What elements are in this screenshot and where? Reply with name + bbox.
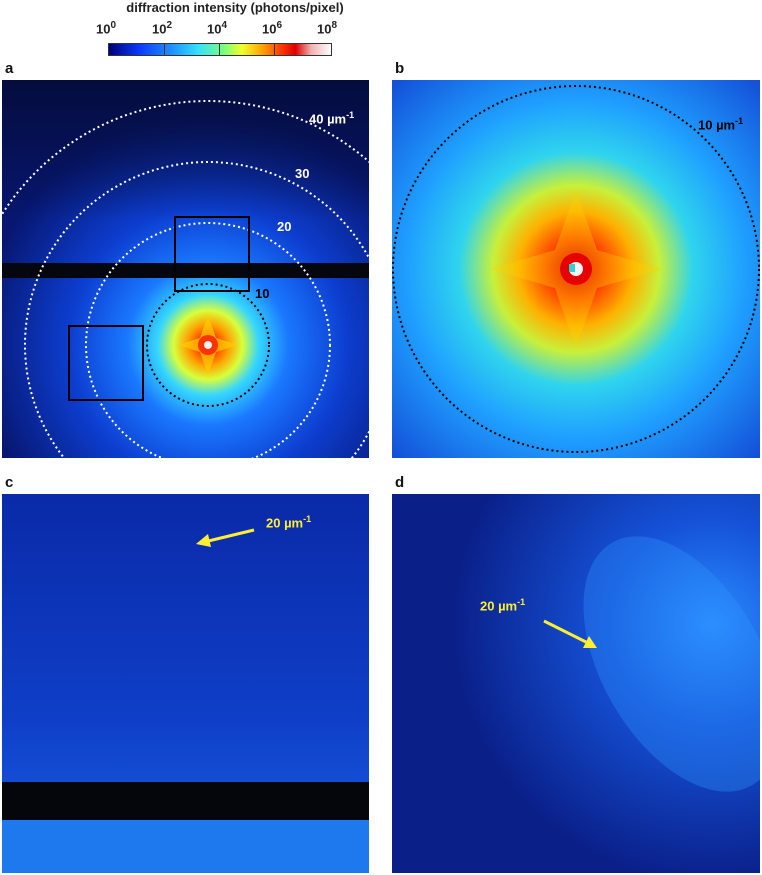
ring-label-10-zoom: 10 µm-1 <box>698 116 744 133</box>
ring-label-30: 30 <box>295 166 310 181</box>
colorbar-tick <box>219 43 220 55</box>
colorbar-tick-label-4: 108 <box>317 20 338 37</box>
colorbar-tick <box>164 43 165 55</box>
panel-label-d: d <box>395 474 405 491</box>
colorbar-tick-label-0: 100 <box>96 20 117 37</box>
panel-c-diffraction-detail: 20 µm-1 <box>2 494 369 873</box>
ring-label-20: 20 <box>277 219 292 234</box>
panel-label-a: a <box>5 60 14 77</box>
arrow-label-c: 20 µm-1 <box>266 514 312 531</box>
colorbar-tick <box>274 43 275 55</box>
panel-a-diffraction-image: 40 µm-1 30 20 10 <box>2 80 369 458</box>
panel-d-diffraction-detail: 20 µm-1 <box>392 494 760 873</box>
arrow-label-d: 20 µm-1 <box>480 597 526 614</box>
colorbar-tick-label-1: 102 <box>152 20 173 37</box>
panel-label-b: b <box>395 60 405 77</box>
panel-label-c: c <box>5 474 14 491</box>
panel-b-diffraction-zoom: 10 µm-1 <box>392 80 760 458</box>
colorbar-tick-label-3: 106 <box>262 20 283 37</box>
ring-label-10: 10 <box>255 286 270 301</box>
ring-label-40: 40 µm-1 <box>309 110 355 127</box>
colorbar-title: diffraction intensity (photons/pixel) <box>126 0 344 15</box>
colorbar-tick-label-2: 104 <box>207 20 228 37</box>
colorbar <box>108 43 332 56</box>
